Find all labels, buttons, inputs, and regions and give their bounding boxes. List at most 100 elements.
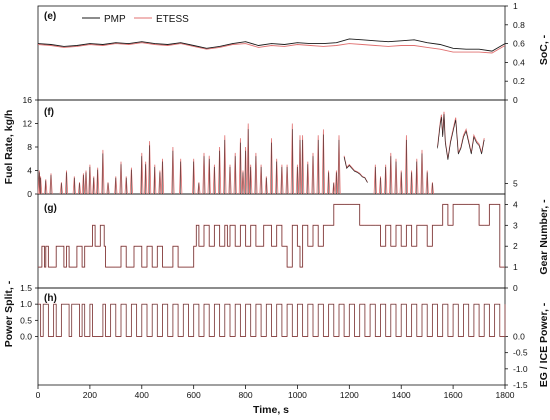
y-axis-label-power-split: Power Split, -: [3, 280, 15, 347]
panel-label-g: (g): [44, 203, 57, 214]
legend-label-etess: ETESS: [156, 14, 189, 25]
fuel-spike-etess: [129, 167, 133, 195]
fuel-spike-etess: [285, 164, 289, 195]
fuel-spike-etess: [264, 176, 268, 195]
fuel-spike-etess: [259, 164, 263, 195]
fuel-spike-etess: [389, 152, 393, 195]
fuel-curve-pmp: [343, 156, 368, 183]
fuel-spike-etess: [298, 135, 302, 195]
fuel-spike-etess: [254, 152, 258, 195]
y-tick-label-power-split: 1.0: [20, 299, 32, 309]
fuel-spike-etess: [332, 182, 336, 195]
fuel-spike-etess: [415, 158, 419, 195]
fuel-spike-etess: [114, 176, 118, 195]
fuel-spike-etess: [430, 182, 434, 195]
fuel-spike-etess: [84, 170, 88, 195]
y-axis-label-fuel-rate: Fuel Rate, kg/h: [3, 110, 15, 185]
y-tick-label-gear: 1: [513, 262, 518, 272]
fuel-spike-etess: [119, 161, 123, 195]
fuel-spike-etess: [106, 182, 110, 195]
fuel-spike-etess: [228, 164, 232, 195]
y-tick-label-soc: 0.4: [513, 57, 525, 67]
y-tick-label-eg-ice: 0.0: [513, 332, 525, 342]
fuel-spike-etess: [202, 152, 206, 195]
fuel-spike-etess: [311, 152, 315, 195]
x-tick-label: 1200: [340, 390, 359, 400]
series-line-etess-soc: [37, 42, 506, 54]
fuel-spike-etess: [171, 146, 175, 195]
fuel-spike-etess: [373, 164, 377, 195]
y-tick-label-eg-ice: -1.0: [513, 364, 528, 374]
fuel-spike-etess: [218, 146, 222, 195]
fuel-spike-etess: [249, 164, 253, 195]
fuel-spike-etess: [233, 152, 237, 195]
fuel-spike-etess: [140, 152, 144, 195]
fuel-spike-etess: [378, 176, 383, 195]
fuel-spike-etess: [404, 135, 408, 195]
fuel-spike-etess: [316, 135, 320, 195]
panel-label-h: (h): [44, 293, 57, 304]
fuel-spike-etess: [64, 170, 69, 195]
fuel-spike-etess: [394, 158, 398, 195]
x-tick-label: 1400: [392, 390, 411, 400]
y-tick-label-power-split: 0.5: [20, 315, 32, 325]
fuel-spike-etess: [144, 161, 148, 195]
series-line-pmp-soc: [37, 38, 506, 52]
fuel-spike-etess: [425, 170, 429, 195]
y-tick-label-fuel: 12: [23, 119, 33, 129]
fuel-spike-etess: [39, 176, 43, 195]
y-tick-label-soc: 1: [513, 1, 518, 11]
fuel-spike-etess: [241, 170, 245, 195]
fuel-spike-etess: [290, 123, 294, 195]
legend: PMP ETESS: [82, 14, 189, 25]
y-axis-label-eg-ice-power: EG / ICE Power, -: [538, 302, 550, 387]
x-tick-label: 800: [238, 390, 252, 400]
y-tick-label-soc: 0.8: [513, 20, 525, 30]
fuel-spike-etess: [124, 176, 128, 195]
x-tick-label: 1000: [288, 390, 307, 400]
x-tick-label: 0: [36, 390, 41, 400]
fuel-spike-etess: [384, 164, 388, 195]
fuel-spike-etess: [321, 129, 325, 195]
y-tick-label-soc: 0.6: [513, 39, 525, 49]
fuel-spike-etess: [59, 182, 63, 195]
fuel-spike-etess: [197, 182, 201, 195]
y-tick-label-soc: 0.2: [513, 76, 525, 86]
fuel-spike-etess: [207, 155, 211, 195]
fuel-spike-etess: [192, 158, 196, 195]
fuel-spike-etess: [334, 170, 338, 195]
legend-label-pmp: PMP: [104, 14, 126, 25]
x-tick-label: 1800: [496, 390, 515, 400]
x-tick-label: 200: [83, 390, 97, 400]
fuel-spike-etess: [337, 135, 341, 195]
y-tick-label-gear: 4: [513, 199, 518, 209]
fuel-spike-etess: [72, 176, 76, 195]
fuel-spike-etess: [280, 164, 284, 195]
fuel-spike-etess: [49, 173, 53, 195]
y-tick-label-eg-ice: -1.5: [513, 380, 528, 390]
fuel-spike-etess: [399, 170, 403, 195]
fuel-spike-etess: [153, 164, 157, 195]
y-axis-label-soc: SoC, -: [538, 34, 550, 65]
fuel-spike-etess: [246, 123, 250, 195]
y-tick-label-fuel: 8: [27, 142, 32, 152]
gear-step-pmp: [38, 204, 505, 268]
fuel-spike-etess: [81, 173, 85, 195]
fuel-spike-etess: [269, 138, 274, 195]
x-axis-label: Time, s: [253, 404, 289, 416]
fuel-spike-etess: [327, 170, 331, 195]
y-axis-label-gear-number: Gear Number, -: [538, 199, 550, 275]
fuel-spike-etess: [223, 135, 227, 195]
fuel-spike-etess: [275, 158, 279, 195]
fuel-spike-etess: [92, 176, 96, 195]
y-tick-label-eg-ice: -0.5: [513, 348, 528, 358]
y-tick-label-fuel: 4: [27, 166, 32, 176]
y-tick-label-gear: 2: [513, 241, 518, 251]
fuel-spike-etess: [158, 170, 162, 195]
x-tick-label: 600: [187, 390, 201, 400]
panel-label-e: (e): [44, 11, 56, 22]
fuel-spike-etess: [148, 141, 152, 195]
y-tick-label-power-split: 0.0: [20, 332, 32, 342]
y-tick-label-fuel: 16: [23, 95, 33, 105]
